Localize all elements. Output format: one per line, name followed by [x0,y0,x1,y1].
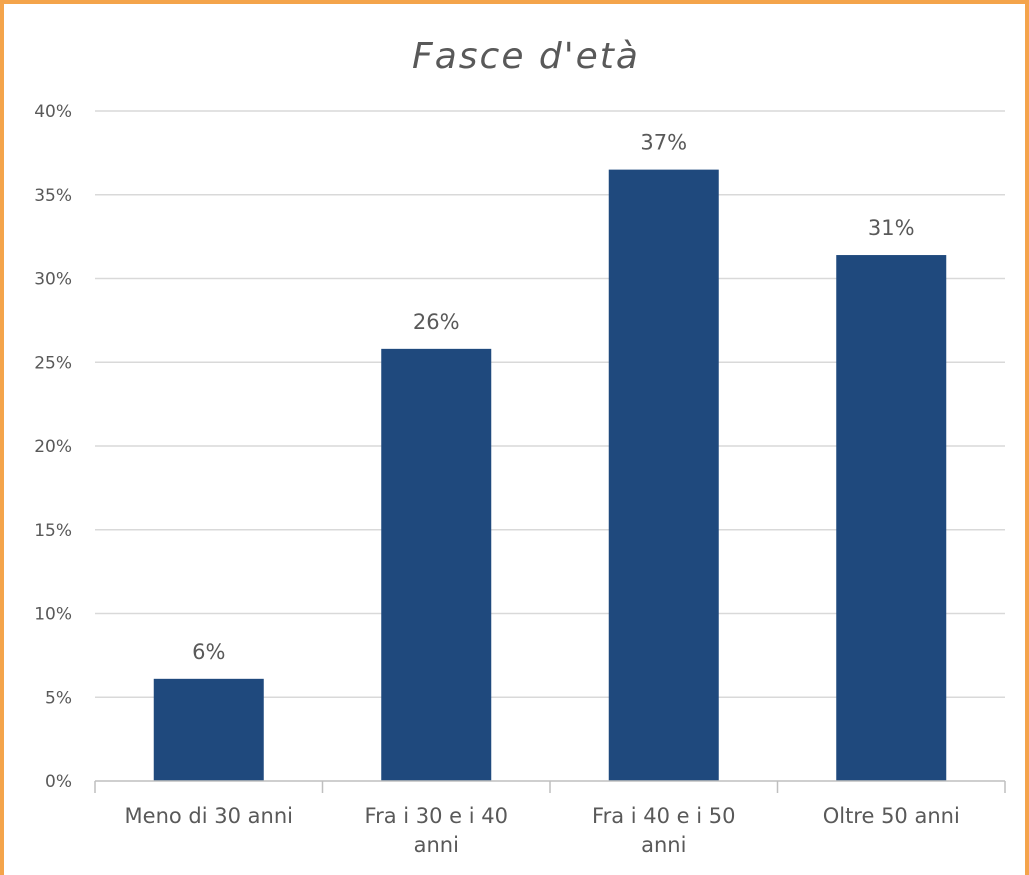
y-tick-label: 30% [34,270,72,290]
y-tick-label: 20% [34,437,72,457]
y-tick-label: 15% [34,521,72,541]
data-label: 6% [192,640,225,664]
y-tick-label: 40% [34,102,72,122]
x-category-label: Meno di 30 anni [125,804,293,828]
bar [608,169,719,781]
y-tick-label: 35% [34,186,72,206]
x-category-label: anni [641,833,686,857]
data-label: 37% [640,131,687,155]
y-tick-label: 5% [45,688,72,708]
bar [836,255,947,782]
bar [381,348,492,781]
data-labels: 6% 26% 37% 31% [192,131,915,664]
x-category-label: Oltre 50 anni [823,804,960,828]
y-tick-label: 0% [45,772,72,792]
data-label: 26% [413,310,460,334]
bars [153,169,947,782]
x-category-label: Fra i 40 e i 50 [592,804,735,828]
y-tick-label: 25% [34,353,72,373]
data-label: 31% [868,216,915,240]
category-labels: Meno di 30 anni Fra i 30 e i 40 anni Fra i … [125,804,960,857]
x-category-label: anni [414,833,459,857]
chart-title: Fasce d'età [412,36,640,77]
y-axis-ticks: 0% 5% 10% 15% 20% 25% 30% 35% 40% [34,102,72,792]
x-axis [94,780,1006,793]
x-category-label: Fra i 30 e i 40 [365,804,508,828]
y-tick-label: 10% [34,605,72,625]
bar [153,678,264,781]
